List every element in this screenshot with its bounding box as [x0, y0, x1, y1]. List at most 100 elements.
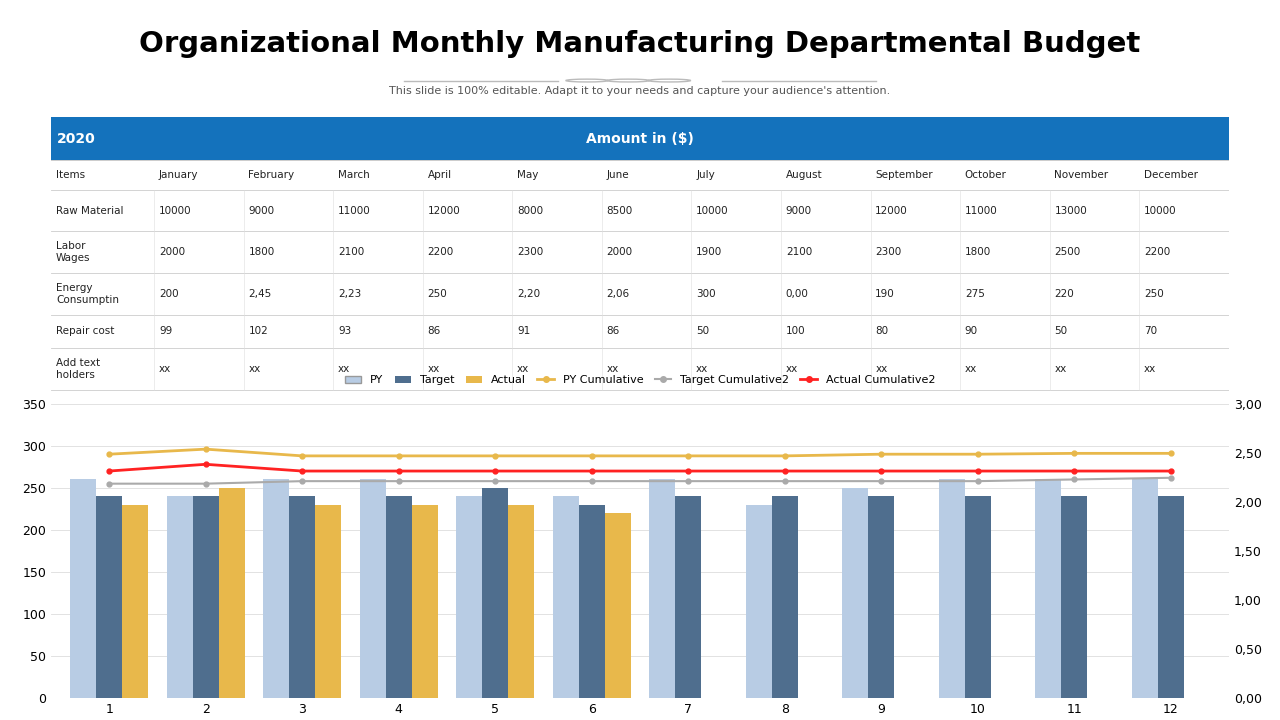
Text: October: October — [965, 170, 1007, 180]
Text: 2300: 2300 — [876, 247, 901, 257]
Bar — [1158, 496, 1184, 698]
Text: 8500: 8500 — [607, 206, 632, 215]
Line: Target Cumulative2: Target Cumulative2 — [106, 475, 1174, 486]
Text: 250: 250 — [1144, 289, 1164, 299]
Bar — [192, 496, 219, 698]
Actual Cumulative2 — [1066, 467, 1082, 475]
PY Cumulative — [488, 451, 503, 460]
Target Cumulative2 — [390, 477, 406, 485]
Text: 50: 50 — [1055, 326, 1068, 336]
Text: Raw Material: Raw Material — [56, 206, 123, 215]
Text: November: November — [1055, 170, 1108, 180]
Target Cumulative2 — [101, 480, 116, 488]
Bar — [1061, 496, 1088, 698]
Text: March: March — [338, 170, 370, 180]
Text: 8000: 8000 — [517, 206, 543, 215]
Target Cumulative2 — [488, 477, 503, 485]
Text: May: May — [517, 170, 539, 180]
Text: 2200: 2200 — [428, 247, 454, 257]
Text: xx: xx — [696, 364, 708, 374]
PY Cumulative — [970, 450, 986, 459]
Bar — [868, 496, 895, 698]
Target Cumulative2 — [970, 477, 986, 485]
Text: 93: 93 — [338, 326, 351, 336]
Bar — [938, 480, 965, 698]
Text: 9000: 9000 — [248, 206, 275, 215]
Bar — [264, 480, 289, 698]
Text: 10000: 10000 — [696, 206, 728, 215]
PY Cumulative — [198, 445, 214, 454]
Text: 2000: 2000 — [159, 247, 186, 257]
Text: Organizational Monthly Manufacturing Departmental Budget: Organizational Monthly Manufacturing Dep… — [140, 30, 1140, 58]
Target Cumulative2 — [198, 480, 214, 488]
Text: 1800: 1800 — [248, 247, 275, 257]
Bar — [219, 488, 244, 698]
Text: 86: 86 — [428, 326, 440, 336]
Actual Cumulative2 — [777, 467, 792, 475]
Text: 50: 50 — [696, 326, 709, 336]
Text: 0,00: 0,00 — [786, 289, 809, 299]
Text: July: July — [696, 170, 716, 180]
Legend: PY, Target, Actual, PY Cumulative, Target Cumulative2, Actual Cumulative2: PY, Target, Actual, PY Cumulative, Targe… — [340, 371, 940, 390]
Bar — [456, 496, 483, 698]
Text: 200: 200 — [159, 289, 178, 299]
Bar — [96, 496, 122, 698]
Bar — [1036, 480, 1061, 698]
Bar — [508, 505, 534, 698]
Text: 11000: 11000 — [965, 206, 997, 215]
Text: 12000: 12000 — [428, 206, 461, 215]
Text: xx: xx — [786, 364, 797, 374]
Actual Cumulative2 — [874, 467, 890, 475]
Text: xx: xx — [517, 364, 530, 374]
Bar — [51, 117, 1229, 161]
Target Cumulative2 — [584, 477, 599, 485]
Target Cumulative2 — [681, 477, 696, 485]
Bar — [166, 496, 192, 698]
Text: 2,23: 2,23 — [338, 289, 361, 299]
Bar — [746, 505, 772, 698]
Target Cumulative2 — [1066, 475, 1082, 484]
Text: 2,20: 2,20 — [517, 289, 540, 299]
Circle shape — [607, 79, 649, 82]
Text: 2100: 2100 — [338, 247, 365, 257]
Bar — [385, 496, 412, 698]
Text: 1900: 1900 — [696, 247, 722, 257]
Text: 99: 99 — [159, 326, 172, 336]
Text: 220: 220 — [1055, 289, 1074, 299]
Text: 86: 86 — [607, 326, 620, 336]
Text: April: April — [428, 170, 452, 180]
Text: 190: 190 — [876, 289, 895, 299]
Text: 90: 90 — [965, 326, 978, 336]
Line: Actual Cumulative2: Actual Cumulative2 — [106, 462, 1174, 474]
Bar — [289, 496, 315, 698]
Actual Cumulative2 — [198, 460, 214, 469]
PY Cumulative — [681, 451, 696, 460]
Text: xx: xx — [1144, 364, 1156, 374]
Bar — [965, 496, 991, 698]
Text: Add text
holders: Add text holders — [56, 359, 100, 380]
Text: 2200: 2200 — [1144, 247, 1170, 257]
Text: Labor
Wages: Labor Wages — [56, 241, 91, 263]
Actual Cumulative2 — [681, 467, 696, 475]
Actual Cumulative2 — [390, 467, 406, 475]
Text: September: September — [876, 170, 933, 180]
Actual Cumulative2 — [584, 467, 599, 475]
PY Cumulative — [1164, 449, 1179, 458]
Text: 300: 300 — [696, 289, 716, 299]
Bar — [360, 480, 385, 698]
Bar — [553, 496, 579, 698]
Bar — [676, 496, 701, 698]
Text: Repair cost: Repair cost — [56, 326, 114, 336]
Text: 91: 91 — [517, 326, 530, 336]
Text: xx: xx — [428, 364, 440, 374]
Bar — [604, 513, 631, 698]
Text: 9000: 9000 — [786, 206, 812, 215]
Bar — [772, 496, 797, 698]
Text: 13000: 13000 — [1055, 206, 1087, 215]
Text: 102: 102 — [248, 326, 269, 336]
Bar — [1132, 480, 1158, 698]
Text: 275: 275 — [965, 289, 984, 299]
PY Cumulative — [874, 450, 890, 459]
Text: 2100: 2100 — [786, 247, 812, 257]
Bar — [70, 480, 96, 698]
